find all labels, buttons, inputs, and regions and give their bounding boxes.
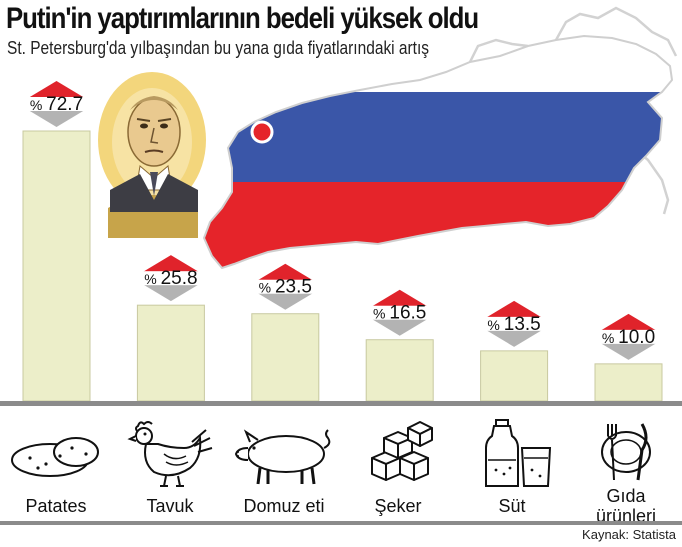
page-title: Putin'in yaptırımlarının bedeli yüksek o…	[6, 2, 479, 35]
badge-up-arrow	[369, 289, 430, 308]
flag-white-band	[204, 36, 672, 92]
bar-5	[480, 350, 549, 402]
badge-down-arrow	[369, 317, 430, 336]
category-domuz-eti: Domuz eti	[228, 410, 340, 520]
category-patates: Patates	[0, 410, 112, 520]
category-gida-urunleri: Gıda ürünleri	[570, 410, 682, 526]
russia-flag-map	[204, 36, 672, 268]
category-label: Patates	[25, 496, 87, 516]
badge-up-arrow	[140, 255, 201, 274]
bar-4	[365, 339, 434, 402]
badge-up-arrow	[484, 300, 545, 319]
value-label-5: % 13.5	[487, 314, 540, 335]
badge-down-arrow	[26, 109, 87, 127]
plate-fork-knife-icon	[601, 423, 651, 481]
category-label: Süt	[498, 496, 526, 516]
category-label: Domuz eti	[243, 496, 325, 516]
russia-outline	[202, 34, 674, 270]
source-credit: Kaynak: Statista	[582, 527, 676, 542]
value-label-4: % 16.5	[373, 303, 426, 324]
value-badge-2: % 25.8	[138, 255, 203, 302]
category-sut: Süt	[456, 410, 568, 520]
chicken-icon	[127, 421, 213, 487]
badge-up-arrow	[598, 313, 659, 332]
value-label-6: % 10.0	[602, 327, 655, 348]
potato-icon	[11, 437, 99, 477]
badge-label-bg	[367, 305, 432, 320]
badge-down-arrow	[484, 328, 545, 347]
bar-6	[594, 363, 663, 402]
category-label: Şeker	[374, 496, 422, 516]
badge-down-arrow	[140, 283, 201, 302]
milk-icon	[485, 419, 552, 487]
sugar-cubes-icon	[371, 421, 433, 481]
bottom-rule	[0, 521, 682, 525]
bar-2	[136, 304, 205, 402]
value-badge-6: % 10.0	[596, 313, 661, 360]
value-badge-3: % 23.5	[253, 263, 318, 310]
value-badge-5: % 13.5	[482, 300, 547, 347]
badge-down-arrow	[598, 341, 659, 360]
category-icon-row: Patates Tavuk Domuz eti	[0, 410, 682, 526]
baseline	[0, 401, 682, 406]
bar-3	[251, 313, 320, 402]
badge-up-arrow	[26, 81, 87, 99]
badge-label-bg	[253, 279, 318, 294]
value-label-group: % 72.7 % 25.8 % 23.5 % 16.5 % 13.5 % 10.0	[24, 81, 661, 360]
category-tavuk: Tavuk	[114, 410, 226, 520]
pig-icon	[234, 429, 331, 485]
bar-1	[22, 130, 91, 402]
page-subtitle: St. Petersburg'da yılbaşından bu yana gı…	[7, 38, 430, 58]
category-label: Tavuk	[146, 496, 194, 516]
badge-label-bg	[138, 271, 203, 286]
city-marker	[250, 120, 274, 144]
category-label-line1: Gıda	[606, 486, 646, 506]
badge-label-bg	[596, 329, 661, 344]
category-seker: Şeker	[342, 410, 454, 520]
badge-up-arrow	[255, 263, 316, 282]
value-badge-4: % 16.5	[367, 289, 432, 336]
value-label-1: % 72.7	[30, 94, 83, 115]
badge-label-bg	[24, 97, 89, 111]
value-label-2: % 25.8	[144, 268, 197, 289]
portrait-illustration	[98, 72, 206, 238]
badge-label-bg	[482, 316, 547, 331]
value-label-3: % 23.5	[259, 277, 312, 298]
badge-down-arrow	[255, 291, 316, 310]
bar-group	[22, 130, 663, 402]
value-badge-1: % 72.7	[24, 81, 89, 127]
